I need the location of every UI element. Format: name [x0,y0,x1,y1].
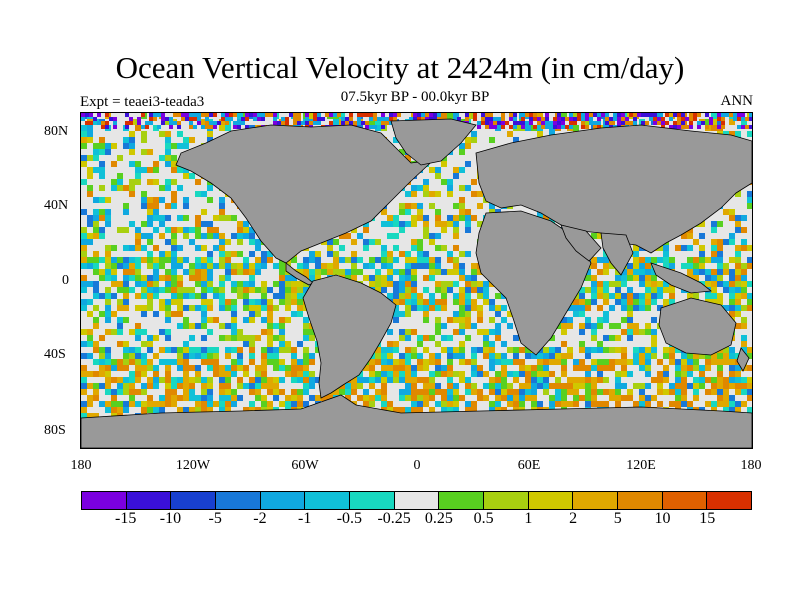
greenland [390,118,477,166]
lat-label-40s: 40S [44,347,66,362]
colorbar-cell [484,492,529,509]
lat-label-80s: 80S [44,423,66,438]
colorbar-tick-label: -5 [208,510,222,527]
colorbar-tick-label: -10 [159,510,182,527]
colorbar-cell [618,492,663,509]
colorbar-cell [350,492,395,509]
arabia [560,224,602,262]
lon-label-60w: 60W [291,458,319,473]
lat-label-0: 0 [62,273,69,288]
lat-label-80n: 80N [44,124,69,139]
colorbar-tick-label: 2 [569,510,578,527]
colorbar-cell [707,492,752,509]
colorbar-tick-label: -0.5 [336,510,363,527]
australia [658,297,737,356]
colorbar-tick-label: -1 [297,510,312,527]
colorbar-cell [528,492,574,509]
north-america [175,124,442,264]
colorbar-tick-label: -2 [253,510,267,527]
colorbar-cell [305,492,351,509]
colorbar-cell [260,492,306,509]
map-canvas [81,113,752,448]
colorbar-tick-label: -15 [115,510,137,527]
colorbar-tick-label: 0.5 [473,510,494,527]
colorbar-cell [662,492,708,509]
colorbar-tick-label: 0.25 [424,510,453,527]
experiment-label: Expt = teaei3-teada3 [80,94,205,110]
antarctica [81,394,752,448]
lon-label-180w: 180 [70,458,92,473]
colorbar-tick-label: -0.25 [377,510,411,527]
eurasia [475,124,752,254]
colorbar-cell [171,492,217,509]
lon-label-120e: 120E [626,458,656,473]
colorbar-cell [394,492,440,509]
lon-label-120w: 120W [175,458,211,473]
south-america [302,274,397,399]
colorbar-cell [216,492,261,509]
lat-label-40n: 40N [44,198,69,213]
colorbar-tick-label: 1 [524,510,533,527]
colorbar-cell [82,492,127,509]
colorbar-cell [439,492,485,509]
lon-label-180e: 180 [740,458,762,473]
plot-title: Ocean Vertical Velocity at 2424m (in cm/… [115,50,685,85]
season-label: ANN [720,93,754,109]
lon-label-0: 0 [413,458,421,473]
colorbar-cell [573,492,619,509]
new-zealand [736,347,750,372]
maritime-continent [650,262,713,294]
india [600,232,634,276]
land-layer [81,118,752,448]
colorbar-cell [126,492,172,509]
plot-subtitle: 07.5kyr BP - 00.0kyr BP [340,89,490,105]
colorbar-tick-label: 15 [699,510,716,527]
ocean-velocity-map [80,112,753,449]
colorbar-tick-label: 10 [654,510,671,527]
lon-label-60e: 60E [517,458,541,473]
colorbar-tick-label: 5 [613,510,622,527]
colorbar [81,491,752,510]
